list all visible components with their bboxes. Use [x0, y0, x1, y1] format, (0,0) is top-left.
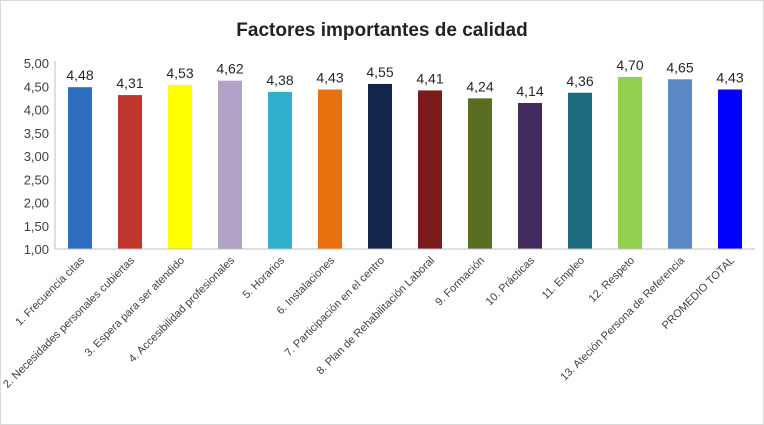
data-label: 4,65: [666, 59, 693, 75]
data-label: 4,43: [316, 70, 343, 86]
x-tick-label: 3. Espera para ser atendido: [83, 255, 187, 359]
data-label: 4,36: [566, 73, 593, 89]
x-tick-label: 4. Accesibilidad profesionales: [127, 254, 238, 365]
y-tick-label: 1,50: [24, 219, 49, 234]
data-label: 4,41: [416, 70, 443, 86]
bar: [668, 79, 692, 250]
bar: [618, 76, 642, 249]
x-tick-label: 11. Empleo: [540, 255, 587, 302]
data-label: 4,62: [216, 61, 243, 77]
bar: [418, 90, 442, 249]
bar: [68, 87, 92, 250]
x-tick-label: 5. Horarios: [241, 254, 288, 301]
x-tick-label: 10. Prácticas: [484, 254, 538, 308]
y-tick-label: 3,00: [24, 149, 49, 164]
data-label: 4,31: [116, 75, 143, 91]
data-label: 4,55: [366, 64, 393, 80]
bar: [718, 89, 742, 249]
data-label: 4,24: [466, 78, 493, 94]
y-tick-label: 4,50: [24, 79, 49, 94]
bar: [268, 91, 292, 249]
bar: [368, 83, 392, 249]
y-tick-label: 4,00: [24, 103, 49, 118]
x-tick-label: 12. Respeto: [587, 255, 637, 305]
data-label: 4,14: [516, 83, 543, 99]
data-label: 4,48: [66, 67, 93, 83]
bar: [468, 98, 492, 249]
data-label: 4,43: [716, 70, 743, 86]
x-tick-label: 9. Formación: [433, 255, 487, 309]
bar: [518, 102, 542, 250]
data-label: 4,70: [616, 57, 643, 73]
y-tick-label: 5,00: [24, 56, 49, 71]
y-tick-label: 2,50: [24, 172, 49, 187]
x-tick-label: 7. Participación en el centro: [283, 255, 387, 359]
y-tick-label: 3,50: [24, 126, 49, 141]
bar: [218, 80, 242, 249]
chart-title: Factores importantes de calidad: [236, 20, 528, 41]
bar: [568, 92, 592, 249]
bar: [168, 84, 192, 249]
data-label: 4,53: [166, 65, 193, 81]
y-tick-label: 1,00: [24, 242, 49, 257]
bar: [318, 89, 342, 249]
bar: [118, 95, 142, 250]
y-tick-label: 2,00: [24, 196, 49, 211]
data-label: 4,38: [266, 72, 293, 88]
